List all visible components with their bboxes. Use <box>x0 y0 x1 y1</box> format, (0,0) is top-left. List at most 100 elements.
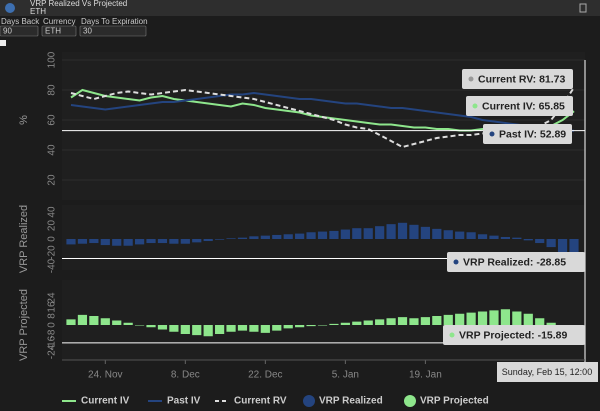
legend-label[interactable]: Current IV <box>81 396 130 407</box>
tooltip-dot <box>453 259 459 265</box>
bar <box>89 239 99 244</box>
bar <box>317 325 328 326</box>
bar <box>192 239 202 243</box>
y-tick-label: 40 <box>47 206 58 218</box>
bar <box>89 316 99 325</box>
bar <box>157 239 168 244</box>
tooltips: Current RV: 81.73 Current IV: 65.85 Past I… <box>443 69 585 345</box>
bar <box>169 325 179 332</box>
y-tick-label: 20 <box>47 220 58 232</box>
y-tick-label: -24 <box>47 344 58 359</box>
x-tick-label: 24. Nov <box>88 370 122 381</box>
crosshair-label: Sunday, Feb 15, 12:00 <box>502 367 592 377</box>
bar <box>363 228 373 239</box>
control-value: 90 <box>3 27 12 36</box>
bar <box>180 239 190 244</box>
legend-label[interactable]: Current RV <box>234 396 287 407</box>
tooltip-dot <box>468 76 474 82</box>
bar <box>134 239 145 245</box>
y-tick-label: 16 <box>47 301 58 313</box>
control-input[interactable] <box>79 25 147 37</box>
y-tick-label: 40 <box>47 144 58 156</box>
bar <box>535 239 545 244</box>
bar <box>397 317 408 325</box>
bar <box>489 235 499 239</box>
bar <box>455 313 465 325</box>
bar <box>512 237 522 239</box>
tooltip-box <box>443 325 585 345</box>
bar <box>237 237 248 239</box>
x-tick-label: 5. Jan <box>332 370 359 381</box>
y-tick-label: 100 <box>47 51 58 68</box>
bar <box>477 311 488 325</box>
control-label: Days Back <box>1 17 40 26</box>
bar <box>100 239 110 246</box>
bar <box>272 325 282 331</box>
legend-label[interactable]: VRP Projected <box>420 396 489 407</box>
x-tick-label: 22. Dec <box>248 370 282 381</box>
bar <box>215 239 225 240</box>
bar <box>363 320 373 325</box>
bar <box>329 323 339 325</box>
bar <box>409 224 419 239</box>
tooltip-text: Past IV: 52.89 <box>499 128 566 140</box>
bar <box>352 228 362 239</box>
title-bar <box>0 0 600 16</box>
bar <box>409 318 419 325</box>
bar <box>134 325 145 326</box>
bar <box>352 321 362 325</box>
bar <box>77 314 88 325</box>
bar <box>443 230 453 239</box>
bar <box>192 325 202 336</box>
y-tick-label: -16 <box>47 335 58 350</box>
bar <box>66 239 76 245</box>
y-axis-title: % <box>18 115 30 125</box>
y-tick-label: -20 <box>47 245 58 260</box>
bar <box>146 325 156 328</box>
app-icon <box>5 3 15 13</box>
tooltip-box <box>466 96 573 116</box>
bar <box>535 318 545 325</box>
x-tick-label: 8. Dec <box>171 370 200 381</box>
bar <box>432 228 442 239</box>
legend-label[interactable]: Past IV <box>167 396 201 407</box>
bar <box>477 234 488 239</box>
tooltip-box <box>483 124 572 144</box>
bookmark-icon[interactable] <box>579 3 587 13</box>
bar <box>77 239 88 244</box>
bar <box>375 319 385 325</box>
y-tick-label: 60 <box>47 114 58 126</box>
bar <box>180 325 190 334</box>
bar <box>249 236 259 239</box>
tooltip-dot <box>449 332 455 338</box>
collapse-button[interactable] <box>0 40 6 46</box>
tooltip-dot <box>472 103 478 109</box>
bar <box>226 325 236 332</box>
bar <box>340 322 350 325</box>
bar <box>272 234 282 239</box>
control-input[interactable] <box>41 25 77 37</box>
bar <box>203 239 213 242</box>
control-value: ETH <box>45 27 61 36</box>
bar <box>523 239 533 241</box>
legend-label[interactable]: VRP Realized <box>319 396 383 407</box>
tooltip-box <box>462 69 573 89</box>
bar <box>100 318 110 325</box>
bar <box>66 319 76 325</box>
bar <box>386 318 396 325</box>
bar <box>306 325 316 327</box>
bar <box>512 311 522 325</box>
tooltip-text: VRP Projected: -15.89 <box>459 329 568 341</box>
y-tick-label: -40 <box>47 258 58 273</box>
y-tick-label: 80 <box>47 84 58 96</box>
bar <box>157 325 168 330</box>
window-title: VRP Realized Vs Projected <box>30 0 127 8</box>
legend-symbol <box>404 395 416 407</box>
bar <box>500 309 511 325</box>
bar <box>466 312 476 325</box>
control-label: Days To Expiration <box>81 17 148 26</box>
control-input[interactable] <box>0 25 39 37</box>
y-tick-label: -8 <box>47 329 58 338</box>
bar <box>283 234 293 239</box>
